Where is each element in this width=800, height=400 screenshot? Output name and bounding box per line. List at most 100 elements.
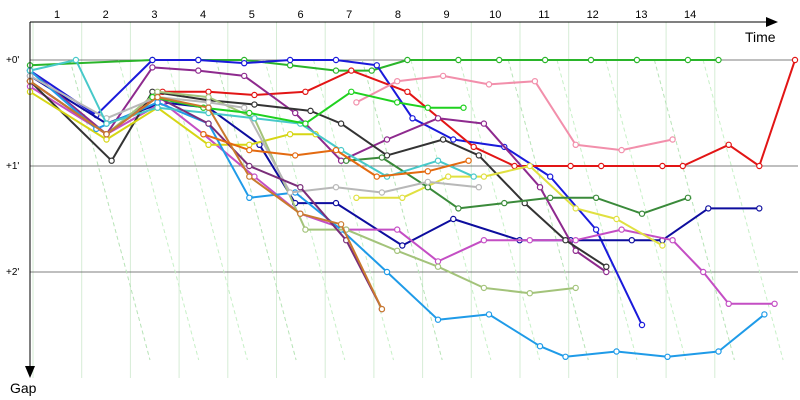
data-point: [307, 107, 314, 115]
data-point: [424, 168, 431, 175]
data-point: [195, 56, 202, 64]
lap-connector: [459, 59, 541, 361]
series-line: [355, 74, 673, 152]
data-point: [434, 115, 442, 122]
series-line: [29, 75, 479, 194]
data-point: [613, 348, 620, 355]
data-point: [536, 343, 544, 350]
data-point: [246, 146, 253, 154]
data-point: [292, 152, 299, 159]
data-point: [638, 321, 646, 329]
data-point: [445, 173, 452, 180]
data-point: [205, 99, 212, 106]
data-point: [700, 268, 707, 276]
data-point: [439, 72, 447, 80]
data-point: [771, 300, 778, 307]
data-point: [424, 183, 431, 191]
x-tick-label: 3: [151, 9, 157, 21]
data-point: [455, 56, 462, 64]
data-point: [240, 104, 248, 111]
data-point: [618, 226, 625, 233]
data-point: [679, 162, 687, 170]
data-point: [613, 215, 620, 223]
data-point: [526, 290, 534, 297]
data-point: [541, 56, 549, 64]
data-point: [246, 162, 253, 170]
data-point: [480, 173, 488, 180]
data-point: [394, 247, 401, 254]
data-point: [292, 109, 299, 117]
data-point: [480, 284, 488, 292]
data-point: [286, 62, 294, 69]
data-point: [434, 157, 442, 164]
data-point: [434, 263, 442, 270]
data-point: [526, 236, 534, 244]
data-point: [598, 162, 605, 170]
data-point: [485, 311, 493, 318]
data-point: [205, 141, 212, 148]
data-point: [103, 130, 110, 138]
x-tick-label: 5: [249, 9, 255, 21]
data-point: [337, 120, 345, 127]
series-line: [356, 165, 663, 247]
data-point: [195, 67, 202, 74]
data-point: [424, 178, 431, 186]
data-point: [761, 311, 768, 318]
data-point: [378, 189, 386, 196]
data-point: [618, 146, 625, 154]
data-point: [562, 236, 569, 244]
lap-connector: [264, 59, 346, 361]
data-point: [302, 120, 309, 127]
data-point: [378, 154, 386, 161]
data-point: [572, 141, 579, 148]
lap-connector: [507, 59, 589, 361]
data-point: [154, 93, 161, 101]
data-point: [332, 183, 340, 191]
data-point: [470, 143, 477, 151]
data-point: [424, 104, 431, 111]
data-point: [496, 56, 503, 64]
data-point: [434, 258, 442, 265]
data-point: [465, 157, 472, 164]
x-tick-label: 9: [444, 9, 450, 21]
data-point: [756, 162, 763, 170]
data-point: [756, 205, 763, 212]
data-point: [664, 353, 671, 360]
data-point: [572, 284, 579, 292]
data-point: [108, 157, 115, 164]
y-tick-label: +2': [6, 267, 19, 278]
data-point: [103, 136, 110, 143]
data-point: [286, 130, 294, 138]
data-point: [149, 56, 156, 64]
data-point: [246, 141, 253, 148]
x-tick-label: 12: [587, 9, 599, 21]
x-tick-label: 14: [684, 9, 696, 21]
tick-labels: +0'+1'+2'1 2 3 4 5 6 7 8 9 10 11 12 13 14: [6, 9, 696, 278]
y-tick-label: +1': [6, 161, 19, 172]
data-point: [103, 120, 110, 127]
data-point: [567, 162, 574, 170]
data-point: [725, 141, 732, 148]
data-point: [332, 67, 340, 74]
data-point: [460, 104, 467, 111]
data-point: [480, 236, 488, 244]
data-point: [251, 91, 258, 99]
data-point: [715, 56, 722, 64]
data-point: [526, 162, 534, 170]
data-point: [348, 67, 355, 74]
data-point: [434, 316, 442, 323]
data-point: [154, 104, 161, 111]
data-point: [205, 104, 212, 111]
data-point: [251, 101, 258, 108]
data-point: [205, 120, 212, 127]
data-point: [531, 77, 539, 85]
data-point: [383, 268, 391, 276]
data-point: [200, 130, 207, 138]
data-point: [399, 242, 406, 249]
x-tick-label: 11: [538, 9, 549, 21]
lap-connector: [313, 59, 394, 361]
data-point: [684, 56, 692, 64]
data-point: [394, 99, 401, 106]
data-point: [659, 162, 666, 170]
